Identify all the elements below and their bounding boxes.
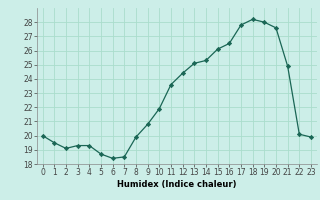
X-axis label: Humidex (Indice chaleur): Humidex (Indice chaleur) <box>117 180 236 189</box>
